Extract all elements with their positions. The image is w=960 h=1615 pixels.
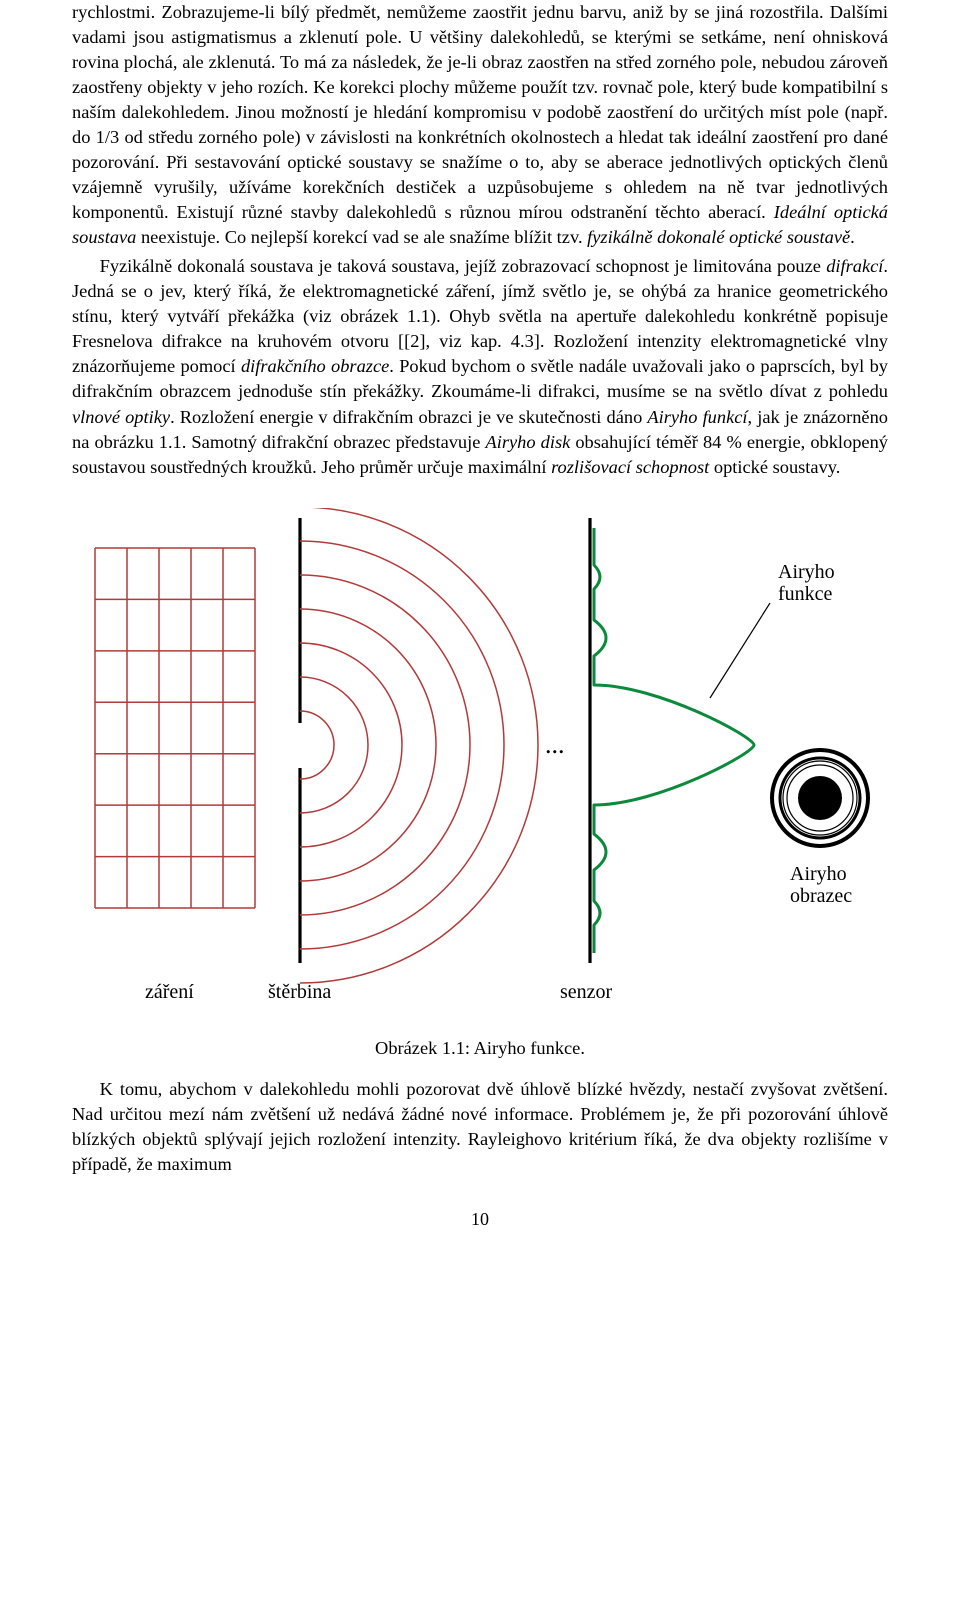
p1-text-e: . (850, 227, 855, 247)
p2-text-m: optické soustavy. (709, 457, 840, 477)
paragraph-3: K tomu, abychom v dalekohledu mohli pozo… (72, 1077, 888, 1177)
p2-italic-d: difrakčního obrazce (241, 356, 389, 376)
p2-text-g: . Rozložení energie v difrakčním obrazci… (170, 407, 647, 427)
svg-text:štěrbina: štěrbina (268, 981, 331, 1003)
p2-italic-j: Airyho disk (486, 432, 571, 452)
svg-text:senzor: senzor (560, 981, 613, 1003)
svg-text:Airyho: Airyho (790, 863, 847, 885)
p2-text-a: Fyzikálně dokonalá soustava je taková so… (100, 256, 827, 276)
p1-italic-d: fyzikálně dokonalé optické soustavě (587, 227, 850, 247)
paragraph-2: Fyzikálně dokonalá soustava je taková so… (72, 254, 888, 479)
p1-text-c: neexistuje. Co nejlepší korekcí vad se a… (136, 227, 587, 247)
p2-italic-h: Airyho funkcí (647, 407, 747, 427)
figure-airy: ...AiryhofunkceAiryhoobrazeczářeníštěrbi… (72, 508, 888, 1059)
page-number: 10 (72, 1209, 888, 1230)
page: rychlostmi. Zobrazujeme-li bílý předmět,… (0, 0, 960, 1270)
svg-text:obrazec: obrazec (790, 885, 852, 907)
svg-text:Airyho: Airyho (778, 561, 835, 583)
figure-caption: Obrázek 1.1: Airyho funkce. (72, 1038, 888, 1059)
figure-svg: ...AiryhofunkceAiryhoobrazeczářeníštěrbi… (90, 508, 870, 1028)
p1-text-a: rychlostmi. Zobrazujeme-li bílý předmět,… (72, 2, 888, 222)
svg-text:...: ... (545, 730, 565, 759)
svg-text:záření: záření (145, 981, 194, 1003)
svg-text:funkce: funkce (778, 583, 833, 605)
p2-italic-f: vlnové optiky (72, 407, 170, 427)
p2-italic-b: difrakcí (826, 256, 883, 276)
paragraph-1: rychlostmi. Zobrazujeme-li bílý předmět,… (72, 0, 888, 250)
p2-italic-l: rozlišovací schopnost (551, 457, 709, 477)
